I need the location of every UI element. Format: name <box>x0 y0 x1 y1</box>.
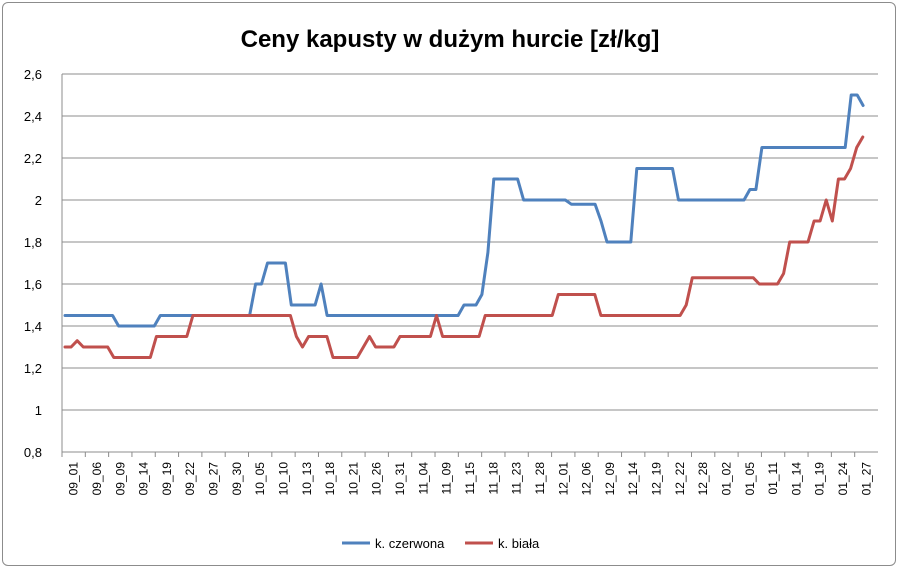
x-tick-label: 09_14 <box>137 462 151 496</box>
x-tick-label: 01_02 <box>719 462 733 496</box>
x-tick-label: 09_01 <box>67 462 81 496</box>
y-tick-label: 1,8 <box>24 235 42 250</box>
x-tick-label: 11_18 <box>486 462 500 495</box>
x-tick-label: 10_21 <box>346 462 360 496</box>
x-tick-label: 01_19 <box>813 462 827 496</box>
series-line-k-biala <box>63 135 865 359</box>
chart-title: Ceny kapusty w dużym hurcie [zł/kg] <box>241 26 660 53</box>
legend-label: k. biała <box>498 536 540 551</box>
x-tick-label: 01_11 <box>766 462 780 495</box>
x-tick-label: 10_18 <box>323 462 337 496</box>
x-tick-label: 09_22 <box>183 462 197 496</box>
x-tick-label: 12_22 <box>673 462 687 496</box>
x-axis-ticks: 09_01 09_06 09_09 09_14 09_19 09_22 09_27 09_30… <box>67 462 874 496</box>
x-tick-label: 09_27 <box>207 462 221 496</box>
y-tick-label: 2,6 <box>24 67 42 82</box>
x-tick-label: 12_14 <box>626 462 640 496</box>
x-tick-label: 11_15 <box>463 462 477 495</box>
series-lines <box>63 93 865 359</box>
y-tick-label: 2,4 <box>24 109 42 124</box>
y-axis-ticks: 0,8 1 1,2 1,4 1,6 1,8 2 2,2 2,4 2,6 <box>24 67 42 460</box>
y-tick-label: 2 <box>35 193 42 208</box>
series-line-k-czerwona <box>63 93 865 328</box>
x-tick-label: 12_06 <box>580 462 594 496</box>
axes <box>61 74 878 457</box>
y-tick-label: 0,8 <box>24 445 42 460</box>
x-tick-label: 11_09 <box>440 462 454 495</box>
x-tick-label: 11_28 <box>533 462 547 495</box>
y-tick-label: 1,6 <box>24 277 42 292</box>
x-tick-label: 01_14 <box>789 462 803 496</box>
gridlines <box>62 73 878 453</box>
x-tick-label: 10_26 <box>370 462 384 496</box>
x-tick-label: 10_31 <box>393 462 407 496</box>
x-tick-label: 12_19 <box>650 462 664 496</box>
legend: k. czerwona k. biała <box>342 536 540 551</box>
y-tick-label: 2,2 <box>24 151 42 166</box>
x-tick-label: 12_01 <box>556 462 570 496</box>
x-tick-label: 09_30 <box>230 462 244 496</box>
x-tick-label: 10_10 <box>276 462 290 496</box>
x-tick-label: 09_09 <box>113 462 127 496</box>
y-tick-label: 1 <box>35 403 42 418</box>
x-tick-label: 11_23 <box>510 462 524 495</box>
x-tick-label: 11_04 <box>416 462 430 495</box>
x-tick-label: 09_06 <box>90 462 104 496</box>
y-tick-label: 1,2 <box>24 361 42 376</box>
x-tick-label: 01_27 <box>859 462 873 496</box>
legend-label: k. czerwona <box>375 536 445 551</box>
x-tick-label: 10_13 <box>300 462 314 496</box>
x-tick-label: 01_24 <box>836 462 850 496</box>
x-tick-label: 01_05 <box>743 462 757 496</box>
x-tick-label: 10_05 <box>253 462 267 496</box>
x-tick-label: 09_19 <box>160 462 174 496</box>
x-tick-label: 12_28 <box>696 462 710 496</box>
x-tick-label: 12_09 <box>603 462 617 496</box>
y-tick-label: 1,4 <box>24 319 42 334</box>
